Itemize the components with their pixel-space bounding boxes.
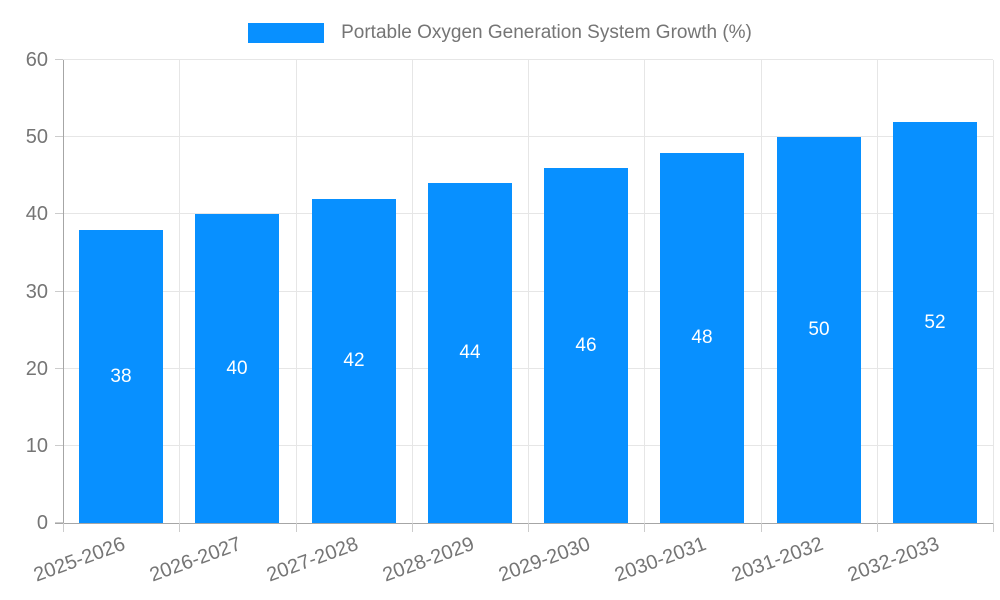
y-axis-tick — [55, 367, 63, 369]
x-axis-tick — [761, 523, 762, 532]
bar[interactable]: 44 — [428, 183, 512, 523]
gridline — [296, 60, 297, 523]
x-axis-tick — [63, 523, 64, 532]
y-tick-label: 0 — [36, 512, 48, 534]
y-axis-line — [63, 60, 64, 523]
legend-item[interactable]: Portable Oxygen Generation System Growth… — [248, 22, 752, 44]
gridline — [993, 60, 994, 523]
y-tick-label: 10 — [25, 434, 48, 457]
y-tick-label: 60 — [25, 49, 48, 71]
y-axis-tick — [55, 213, 63, 215]
bar-value-label: 48 — [691, 327, 713, 348]
x-axis-tick — [296, 523, 297, 532]
x-tick-label: 2032-2033 — [845, 533, 943, 587]
bar[interactable]: 42 — [312, 199, 396, 523]
legend: Portable Oxygen Generation System Growth… — [0, 22, 1000, 44]
x-axis-tick — [528, 523, 529, 532]
bar-value-label: 50 — [808, 319, 830, 340]
bar-value-label: 44 — [459, 342, 481, 363]
y-tick-label: 50 — [25, 126, 48, 149]
y-tick-label: 20 — [25, 357, 48, 380]
y-axis-tick — [55, 59, 63, 60]
bar[interactable]: 52 — [893, 122, 977, 523]
gridline — [412, 60, 413, 523]
gridline — [644, 60, 645, 523]
gridline — [761, 60, 762, 523]
bar[interactable]: 50 — [777, 137, 861, 523]
bar-value-label: 46 — [575, 334, 597, 356]
y-axis-tick — [55, 444, 63, 446]
bar[interactable]: 48 — [660, 153, 744, 523]
gridline — [528, 60, 529, 523]
bar[interactable]: 40 — [195, 214, 279, 523]
y-tick-label: 30 — [25, 280, 48, 303]
y-axis-tick — [55, 290, 63, 292]
x-axis-tick — [993, 523, 994, 532]
x-tick-label: 2027-2028 — [264, 533, 362, 587]
bar-value-label: 42 — [343, 350, 365, 371]
legend-swatch — [248, 23, 325, 43]
bar[interactable]: 38 — [79, 230, 163, 523]
x-tick-label: 2030-2031 — [612, 533, 710, 587]
y-axis-tick — [55, 522, 63, 523]
x-axis-tick — [877, 523, 878, 532]
bar-value-label: 52 — [924, 311, 946, 333]
bar-value-label: 40 — [226, 357, 248, 379]
y-axis-tick — [55, 136, 63, 138]
plot-area: 38 40 42 44 46 48 50 52 0 10 20 30 40 50 60 2025-2026… — [26, 49, 994, 586]
x-axis-line — [55, 523, 993, 524]
x-tick-label: 2031-2032 — [729, 533, 827, 587]
x-tick-label: 2026-2027 — [147, 533, 245, 587]
gridline — [63, 59, 993, 60]
bar[interactable]: 46 — [544, 168, 628, 523]
legend-label: Portable Oxygen Generation System Growth… — [341, 22, 752, 43]
x-tick-label: 2028-2029 — [380, 533, 478, 587]
x-tick-label: 2025-2026 — [31, 533, 129, 587]
gridline — [877, 60, 878, 523]
x-axis-tick — [179, 523, 180, 532]
bar-value-label: 38 — [110, 365, 132, 387]
x-axis-tick — [412, 523, 413, 532]
x-tick-label: 2029-2030 — [496, 533, 594, 587]
y-tick-label: 40 — [25, 203, 48, 226]
gridline — [179, 60, 180, 523]
x-axis-tick — [644, 523, 645, 532]
